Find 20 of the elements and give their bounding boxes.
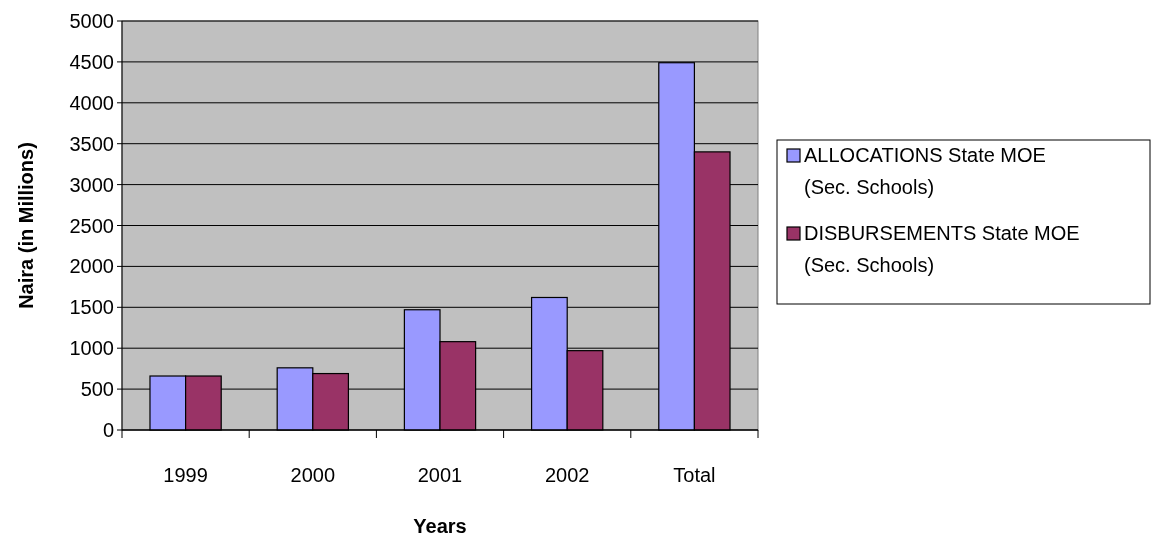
legend-label: DISBURSEMENTS State MOE (Sec. Schools) (804, 222, 1080, 276)
x-axis-title: Years (413, 515, 467, 537)
y-tick-label: 5000 (69, 10, 114, 32)
x-tick-label: Total (673, 464, 716, 486)
x-tick-label: 2002 (544, 464, 590, 486)
y-tick-label: 4000 (69, 91, 114, 114)
y-tick-label: 3500 (69, 132, 114, 155)
x-tick-label: 2000 (290, 464, 336, 486)
x-tick-label: 2001 (417, 464, 463, 486)
y-tick-label: 1500 (69, 296, 114, 319)
y-tick-label: 2500 (69, 214, 114, 237)
y-tick-label: 500 (80, 378, 114, 401)
y-tick-label: 4500 (69, 50, 114, 73)
y-tick-label: 3000 (69, 173, 114, 196)
y-axis-title: Naira (in Millions) (15, 142, 37, 309)
legend-label: ALLOCATIONS State MOE (Sec. Schools) (804, 144, 1046, 198)
x-tick-label: 1999 (163, 464, 208, 486)
y-tick-label: 2000 (69, 255, 114, 278)
y-tick-label: 0 (102, 419, 114, 441)
y-tick-label: 1000 (69, 337, 114, 360)
